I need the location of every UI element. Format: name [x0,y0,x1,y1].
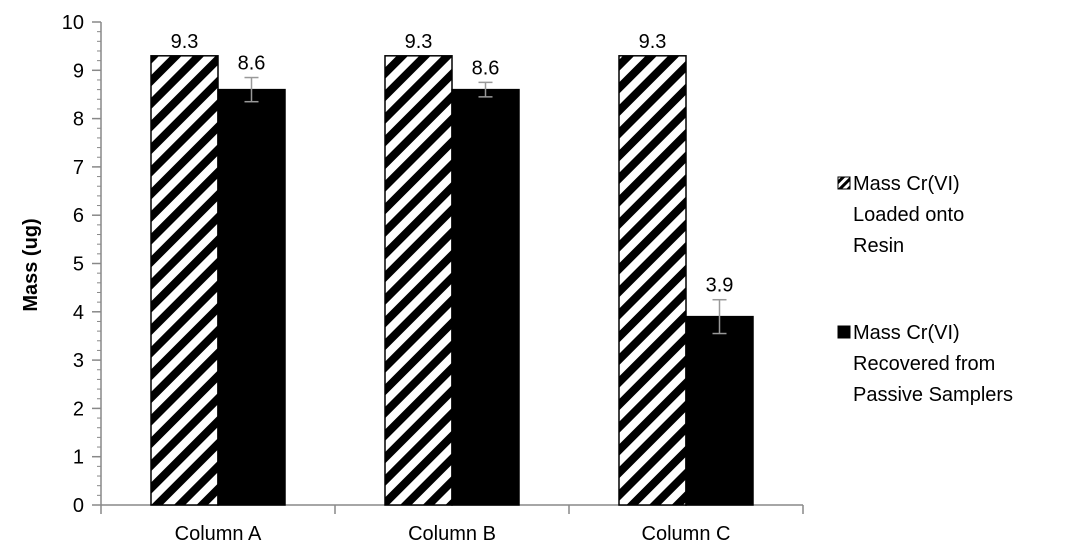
data-label: 8.6 [238,53,266,75]
bar-recovered [451,88,520,506]
data-label: 9.3 [639,31,667,53]
legend-swatch-loaded [837,176,851,190]
y-tick-label: 7 [73,157,84,179]
legend-label: Passive Samplers [853,384,1013,406]
legend-label: Recovered from [853,353,995,375]
legend-label: Mass Cr(VI) [853,322,960,344]
data-label: 9.3 [405,31,433,53]
y-tick-label: 8 [73,109,84,131]
legend-label: Mass Cr(VI) [853,173,960,195]
y-axis-title: Mass (ug) [20,218,42,311]
y-tick-label: 4 [73,302,84,324]
data-label: 8.6 [472,57,500,79]
legend-label: Loaded onto [853,204,964,226]
y-tick-label: 2 [73,398,84,420]
bar-loaded [150,55,219,506]
y-tick-label: 1 [73,447,84,469]
bar-recovered [217,88,286,506]
y-tick-label: 5 [73,254,84,276]
plot-area: 0 1 2 3 4 5 6 7 8 9 10 9.3 8.6 Column A 9.3 8.6 Column B… [62,12,804,545]
y-tick-label: 3 [73,350,84,372]
data-label: 9.3 [171,31,199,53]
x-tick-label: Column A [175,523,262,545]
y-tick-label: 0 [73,495,84,517]
bar-loaded [384,55,453,506]
y-tick-label: 6 [73,205,84,227]
x-tick-label: Column B [408,523,496,545]
x-tick-label: Column C [642,523,731,545]
bar-recovered [685,315,754,506]
legend-label: Resin [853,235,904,257]
legend: Mass Cr(VI) Loaded onto Resin Mass Cr(VI) Re… [837,173,1013,406]
y-tick-label: 9 [73,60,84,82]
legend-swatch-recovered [837,325,851,339]
bar-loaded [618,55,687,506]
y-tick-label: 10 [62,12,84,34]
data-label: 3.9 [706,275,734,297]
